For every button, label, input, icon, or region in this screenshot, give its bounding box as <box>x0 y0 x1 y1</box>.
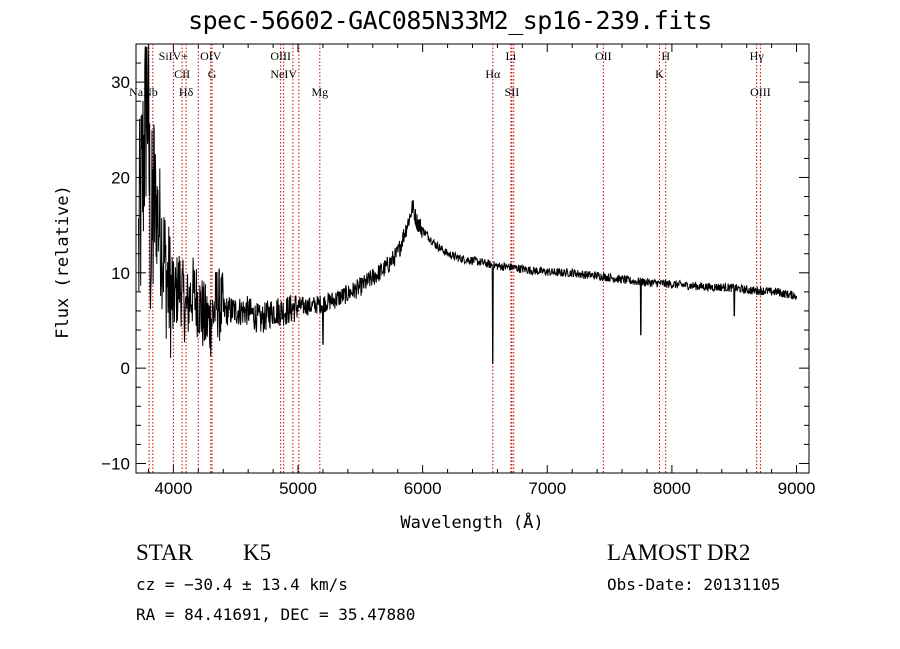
x-tick-label: 7000 <box>528 479 566 498</box>
x-axis-label: Wavelength (Å) <box>400 511 543 533</box>
spectral-line-label: SiIV+ <box>159 49 189 63</box>
y-tick-label: −10 <box>101 454 130 473</box>
spectral-line-label: OIV <box>200 49 222 63</box>
y-tick-label: 30 <box>111 73 130 92</box>
x-tick-label: 5000 <box>279 479 317 498</box>
spectral-line-labels: SiIV+ CII Hδ OIV G OIII NeIV Mg Hα Li SII OII KH Hγ OI… <box>129 49 771 99</box>
spectral-line-label: G <box>208 67 217 81</box>
spectral-line-label: K <box>655 67 664 81</box>
y-tick-label: 10 <box>111 264 130 283</box>
spectral-line-label: Li <box>506 49 517 63</box>
spectral-line-label: Hγ <box>750 49 765 63</box>
spectral-line-label: H <box>661 49 670 63</box>
coordinates: RA = 84.41691, DEC = 35.47880 <box>136 605 416 624</box>
spectral-line-label: SII <box>505 85 520 99</box>
x-tick-label: 4000 <box>154 479 192 498</box>
x-tick-label: 6000 <box>404 479 442 498</box>
spectrum-line <box>138 46 797 364</box>
y-axis-label: Flux (relative) <box>53 185 73 339</box>
y-axis-ticks: −10 0 10 20 30 <box>101 43 809 473</box>
spectral-line-label: OII <box>595 49 612 63</box>
observation-date: Obs-Date: 20131105 <box>607 575 781 594</box>
y-tick-label: 20 <box>111 168 130 187</box>
survey-name: LAMOST DR2 <box>607 540 751 565</box>
object-class: STAR <box>136 540 193 565</box>
x-tick-label: 8000 <box>653 479 691 498</box>
redshift-velocity: cz = −30.4 ± 13.4 km/s <box>136 575 348 594</box>
spectral-line-label: CII <box>174 67 190 81</box>
object-subclass: K5 <box>243 540 272 565</box>
spectral-line-label: Hδ <box>179 85 194 99</box>
y-tick-label: 0 <box>121 359 130 378</box>
spectral-line-label: OIII <box>270 49 291 63</box>
spectral-line-label: NeIV <box>270 67 297 81</box>
spectral-line-label: NaNb <box>129 85 158 99</box>
x-axis-ticks: 4000 5000 6000 7000 8000 9000 <box>147 44 816 498</box>
chart-title: spec-56602-GAC085N33M2_sp16-239.fits <box>188 6 712 35</box>
spectral-line-label: OIII <box>750 85 771 99</box>
x-tick-label: 9000 <box>778 479 816 498</box>
spectral-line-label: Hα <box>485 67 501 81</box>
spectral-line-label: Mg <box>311 85 328 99</box>
